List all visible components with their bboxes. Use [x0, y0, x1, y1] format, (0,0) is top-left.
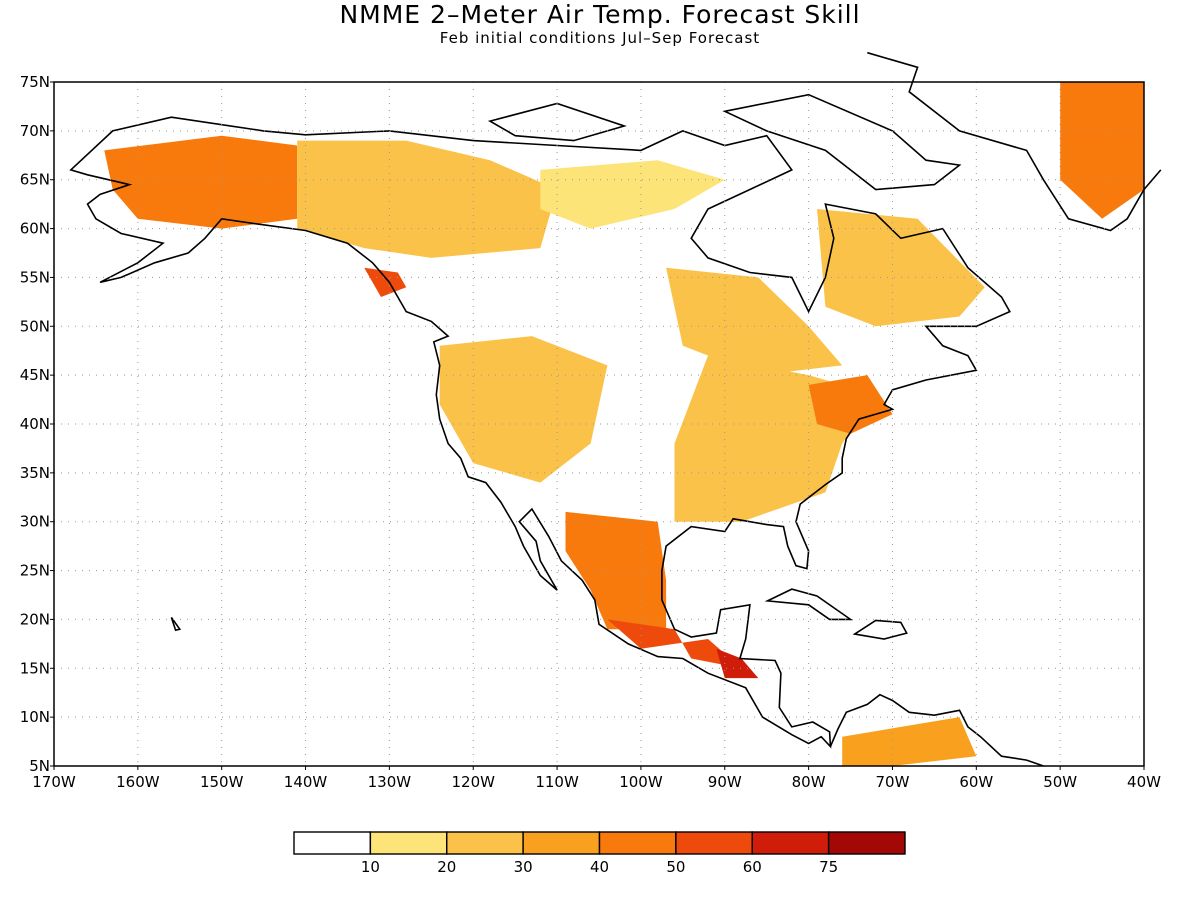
greenland-coastline: [867, 51, 1162, 232]
colorbar-label: 60: [743, 858, 762, 876]
map-subtitle: Feb initial conditions Jul–Sep Forecast: [439, 29, 761, 47]
map-title: NMME 2–Meter Air Temp. Forecast Skill: [339, 0, 861, 29]
colorbar: 10 20 30 40 50 60 75: [293, 831, 906, 876]
longitude-label: 140W: [284, 773, 328, 791]
north-america-coastline: [69, 116, 1011, 749]
mexico-skill-area: [565, 511, 667, 630]
colorbar-label: 75: [819, 858, 838, 876]
venezuela-skill-area: [842, 717, 977, 766]
cuba-coastline: [764, 588, 854, 621]
colorbar-label: 40: [590, 858, 609, 876]
quebec-skill-area: [817, 209, 985, 327]
colorbar-swatch: [751, 831, 830, 855]
nunavut-skill-area: [540, 160, 725, 229]
longitude-label: 120W: [451, 773, 495, 791]
guatemala-skill-area: [716, 648, 759, 679]
southern-mexico-skill-area: [607, 619, 742, 669]
hawaii-coastline: [170, 617, 182, 632]
latitude-label: 10N: [20, 708, 50, 726]
south-america-coastline: [829, 693, 1044, 767]
latitude-label: 70N: [20, 122, 50, 140]
colorbar-swatch: [369, 831, 448, 855]
longitude-label: 70W: [876, 773, 910, 791]
colorbar-label: 20: [437, 858, 456, 876]
latitude-label: 5N: [29, 757, 50, 775]
latitude-label: 55N: [20, 268, 50, 286]
latitude-label: 40N: [20, 415, 50, 433]
longitude-label: 60W: [959, 773, 993, 791]
colorbar-label: 10: [361, 858, 380, 876]
longitude-labels: 170W 160W 150W 140W 130W 120W 110W 100W 90W 80W 70…: [32, 766, 1161, 791]
colorbar-swatch: [446, 831, 524, 855]
colorbar-swatch: [293, 831, 372, 855]
ontario-skill-area: [666, 267, 843, 376]
colorbar-swatch: [827, 831, 906, 855]
latitude-label: 30N: [20, 513, 50, 531]
alaska-skill-area: [104, 135, 298, 229]
longitude-label: 90W: [708, 773, 742, 791]
longitude-label: 130W: [368, 773, 412, 791]
hispaniola-coastline: [852, 619, 908, 640]
colorbar-swatch: [675, 831, 753, 855]
greenland-skill-area: [1060, 82, 1144, 219]
colorbar-label: 30: [514, 858, 533, 876]
us-west-skill-area: [439, 336, 608, 483]
longitude-label: 50W: [1043, 773, 1077, 791]
longitude-label: 100W: [619, 773, 663, 791]
skill-shading: [104, 82, 1144, 766]
longitude-label: 80W: [792, 773, 826, 791]
latitude-label: 20N: [20, 610, 50, 628]
colorbar-swatch: [522, 831, 601, 855]
colorbar-swatch: [598, 831, 677, 855]
victoria-island-coastline: [487, 102, 627, 142]
longitude-label: 170W: [32, 773, 76, 791]
northeast-high-skill-area: [808, 375, 893, 434]
latitude-labels: 75N 70N 65N 60N 55N 50N 45N 40N 35N 30N 25N 20N 15N 1…: [20, 73, 54, 775]
latitude-label: 15N: [20, 659, 50, 677]
latitude-label: 45N: [20, 366, 50, 384]
longitude-label: 160W: [116, 773, 160, 791]
longitude-label: 150W: [200, 773, 244, 791]
longitude-label: 40W: [1127, 773, 1161, 791]
longitude-label: 110W: [535, 773, 579, 791]
latitude-label: 50N: [20, 317, 50, 335]
baffin-island-coastline: [722, 93, 962, 191]
bc-coast-high-skill-area: [364, 267, 407, 297]
coastlines: [69, 51, 1162, 767]
latitude-label: 65N: [20, 171, 50, 189]
latitude-label: 60N: [20, 220, 50, 238]
latitude-label: 25N: [20, 562, 50, 580]
colorbar-label: 50: [666, 858, 685, 876]
latitude-label: 75N: [20, 73, 50, 91]
latitude-label: 35N: [20, 464, 50, 482]
